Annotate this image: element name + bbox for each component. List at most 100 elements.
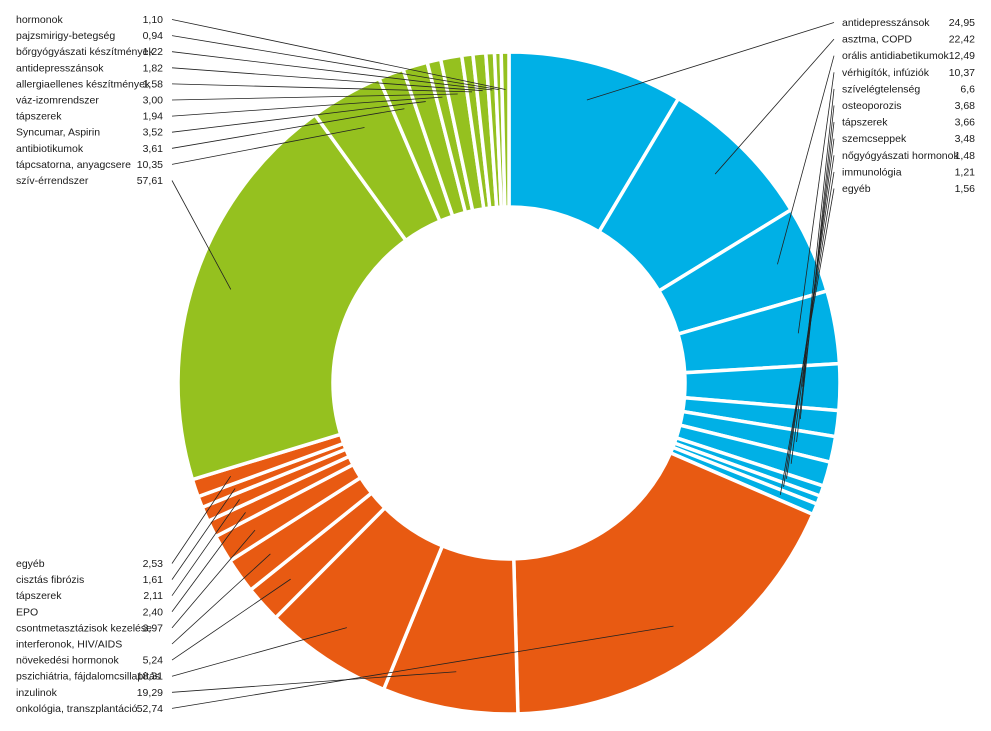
leader-line-orange-onkologia-transzplantacio xyxy=(171,625,674,709)
leader-line-green-tapszerek xyxy=(171,96,443,117)
legend-label-green-borgyogyaszati-keszitmenyek: bőrgyógyászati készítmények xyxy=(16,46,154,58)
legend-label-blue-antidepresszansok: antidepresszánsok xyxy=(842,17,930,29)
legend-value-orange-epo: 2,40 xyxy=(143,606,164,618)
legend-label-orange-cisztas-fibrozis: cisztás fibrózis xyxy=(16,574,84,586)
legend-label-orange-inzulinok: inzulinok xyxy=(16,687,58,699)
legend-label-orange-interferonok-hiv-aids: interferonok, HIV/AIDS xyxy=(16,639,122,651)
leader-line-orange-epo xyxy=(171,512,246,613)
leader-line-green-syncumar-aspirin xyxy=(171,101,426,133)
legend-label-green-tapszerek: tápszerek xyxy=(16,111,62,123)
legend-label-orange-tapszerek: tápszerek xyxy=(16,590,62,602)
legend-value-blue-szemcseppek: 3,48 xyxy=(955,133,976,145)
leader-line-green-borgyogyaszati-keszitmenyek xyxy=(171,51,493,91)
legend-label-orange-egyeb: egyéb xyxy=(16,558,45,570)
legend-label-blue-nogyogyaszati-hormonok: nőgyógyászati hormonok xyxy=(842,150,959,162)
legend-value-green-allergiaellenes-keszitmenyek: 1,58 xyxy=(143,78,164,90)
legend-value-green-antidepresszansok: 1,82 xyxy=(143,62,164,74)
legend-value-blue-nogyogyaszati-hormonok: 1,48 xyxy=(955,150,976,162)
legend-label-blue-asztma-copd: asztma, COPD xyxy=(842,34,912,46)
legend-value-green-antibiotikumok: 3,61 xyxy=(143,143,164,155)
legend-label-blue-verhigitok-infuziok: vérhigítók, infúziók xyxy=(842,67,930,79)
leader-line-blue-osteoporozis xyxy=(799,105,835,420)
legend-value-green-tapcsatorna-anyagcsere: 10,35 xyxy=(137,159,163,171)
legend-label-blue-osteoporozis: osteoporozis xyxy=(842,100,902,112)
legend-value-orange-novekedesi-hormonok: 5,24 xyxy=(143,655,164,667)
leader-line-orange-novekedesi-hormonok xyxy=(171,578,291,661)
leader-line-green-hormonok xyxy=(171,19,506,90)
leader-line-green-allergiaellenes-keszitmenyek xyxy=(171,83,473,93)
leader-line-green-antidepresszansok xyxy=(171,67,483,92)
leader-line-blue-verhigitok-infuziok xyxy=(797,72,835,334)
legend-value-blue-tapszerek: 3,66 xyxy=(955,117,976,129)
legend-label-blue-oralis-antidiabetikumok: orális antidiabetikumok xyxy=(842,50,950,62)
leader-line-orange-inzulinok xyxy=(171,671,457,693)
leader-lines-layer xyxy=(171,19,835,709)
legend-label-orange-csontmetasztazisok-kezelese: csontmetasztázisok kezelése xyxy=(16,622,152,634)
legend-value-orange-inzulinok: 19,29 xyxy=(137,687,163,699)
legend-value-blue-szivelegtelenseg: 6,6 xyxy=(960,83,975,95)
leader-line-blue-immunologia xyxy=(783,171,835,487)
legend-value-blue-osteoporozis: 3,68 xyxy=(955,100,976,112)
legend-value-blue-egyeb: 1,56 xyxy=(955,183,976,195)
legend-label-green-hormonok: hormonok xyxy=(16,14,63,26)
legend-label-green-syncumar-aspirin: Syncumar, Aspirin xyxy=(16,127,100,139)
legend-value-orange-cisztas-fibrozis: 1,61 xyxy=(143,574,164,586)
legend-label-green-vaz-izomrendszer: váz-izomrendszer xyxy=(16,95,99,107)
legend-labels-layer: antidepresszánsok 24,95 asztma, COPD 22,42 o… xyxy=(16,14,975,715)
legend-value-blue-verhigitok-infuziok: 10,37 xyxy=(949,67,975,79)
leader-line-blue-asztma-copd xyxy=(714,38,835,175)
leader-line-blue-oralis-antidiabetikumok xyxy=(777,55,835,265)
leader-line-orange-cisztas-fibrozis xyxy=(171,488,236,580)
legend-value-green-tapszerek: 1,94 xyxy=(143,111,164,123)
leader-line-orange-egyeb xyxy=(171,475,232,564)
legend-value-orange-onkologia-transzplantacio: 52,74 xyxy=(137,703,163,715)
legend-label-green-antibiotikumok: antibiotikumok xyxy=(16,143,84,155)
legend-label-blue-egyeb: egyéb xyxy=(842,183,871,195)
legend-label-orange-epo: EPO xyxy=(16,606,38,618)
legend-value-orange-egyeb: 2,53 xyxy=(143,558,164,570)
legend-value-orange-csontmetasztazisok-kezelese: 3,97 xyxy=(143,622,164,634)
legend-value-green-sziv-errendszer: 57,61 xyxy=(137,175,163,187)
legend-label-green-pajzsmirigy-betegseg: pajzsmirigy-betegség xyxy=(16,30,115,42)
legend-value-orange-tapszerek: 2,11 xyxy=(143,590,163,602)
legend-label-blue-immunologia: immunológia xyxy=(842,166,902,178)
legend-label-blue-szivelegtelenseg: szívelégtelenség xyxy=(842,83,920,95)
leader-line-green-vaz-izomrendszer xyxy=(171,93,458,101)
leader-line-blue-nogyogyaszati-hormonok xyxy=(786,155,835,479)
leader-line-green-pajzsmirigy-betegseg xyxy=(171,35,500,91)
leader-line-green-antibiotikumok xyxy=(171,108,405,149)
leader-line-orange-tapszerek xyxy=(171,499,240,596)
legend-value-orange-pszichiatria-fajdalomcsillapitas: 18,31 xyxy=(137,671,163,683)
leader-line-orange-pszichiatria-fajdalomcsillapitas xyxy=(171,627,347,677)
leader-line-orange-csontmetasztazisok-kezelese xyxy=(171,529,256,629)
legend-value-green-hormonok: 1,10 xyxy=(143,14,164,26)
legend-value-green-syncumar-aspirin: 3,52 xyxy=(143,127,164,139)
legend-label-green-sziv-errendszer: szív-érrendszer xyxy=(16,175,89,187)
legend-value-green-vaz-izomrendszer: 3,00 xyxy=(143,95,164,107)
legend-label-green-allergiaellenes-keszitmenyek: allergiaellenes készítmények xyxy=(16,78,151,90)
legend-label-green-tapcsatorna-anyagcsere: tápcsatorna, anyagcsere xyxy=(16,159,131,171)
legend-value-blue-oralis-antidiabetikumok: 12,49 xyxy=(949,50,975,62)
legend-label-orange-novekedesi-hormonok: növekedési hormonok xyxy=(16,655,119,667)
segment-orange-onkologia-transzplantacio xyxy=(511,450,816,716)
legend-value-blue-asztma-copd: 22,42 xyxy=(949,34,975,46)
leader-line-green-sziv-errendszer xyxy=(171,180,232,290)
segments-layer xyxy=(176,50,842,716)
legend-value-green-borgyogyaszati-keszitmenyek: 1,22 xyxy=(143,46,164,58)
legend-label-blue-szemcseppek: szemcseppek xyxy=(842,133,907,145)
legend-label-orange-pszichiatria-fajdalomcsillapitas: pszichiátria, fájdalomcsillapítás xyxy=(16,671,160,683)
leader-line-green-tapcsatorna-anyagcsere xyxy=(171,127,365,165)
segment-green-hormonok xyxy=(499,50,511,209)
leader-line-blue-antidepresszansok xyxy=(586,22,835,101)
leader-line-blue-egyeb xyxy=(779,188,835,496)
legend-label-blue-tapszerek: tápszerek xyxy=(842,117,888,129)
legend-value-blue-immunologia: 1,21 xyxy=(955,166,976,178)
legend-value-blue-antidepresszansok: 24,95 xyxy=(949,17,975,29)
leader-line-orange-interferonok-hiv-aids xyxy=(171,553,271,645)
legend-label-orange-onkologia-transzplantacio: onkológia, transzplantáció xyxy=(16,703,138,715)
legend-value-green-pajzsmirigy-betegseg: 0,94 xyxy=(143,30,164,42)
segment-green-sziv-errendszer xyxy=(176,112,409,482)
legend-label-green-antidepresszansok: antidepresszánsok xyxy=(16,62,104,74)
